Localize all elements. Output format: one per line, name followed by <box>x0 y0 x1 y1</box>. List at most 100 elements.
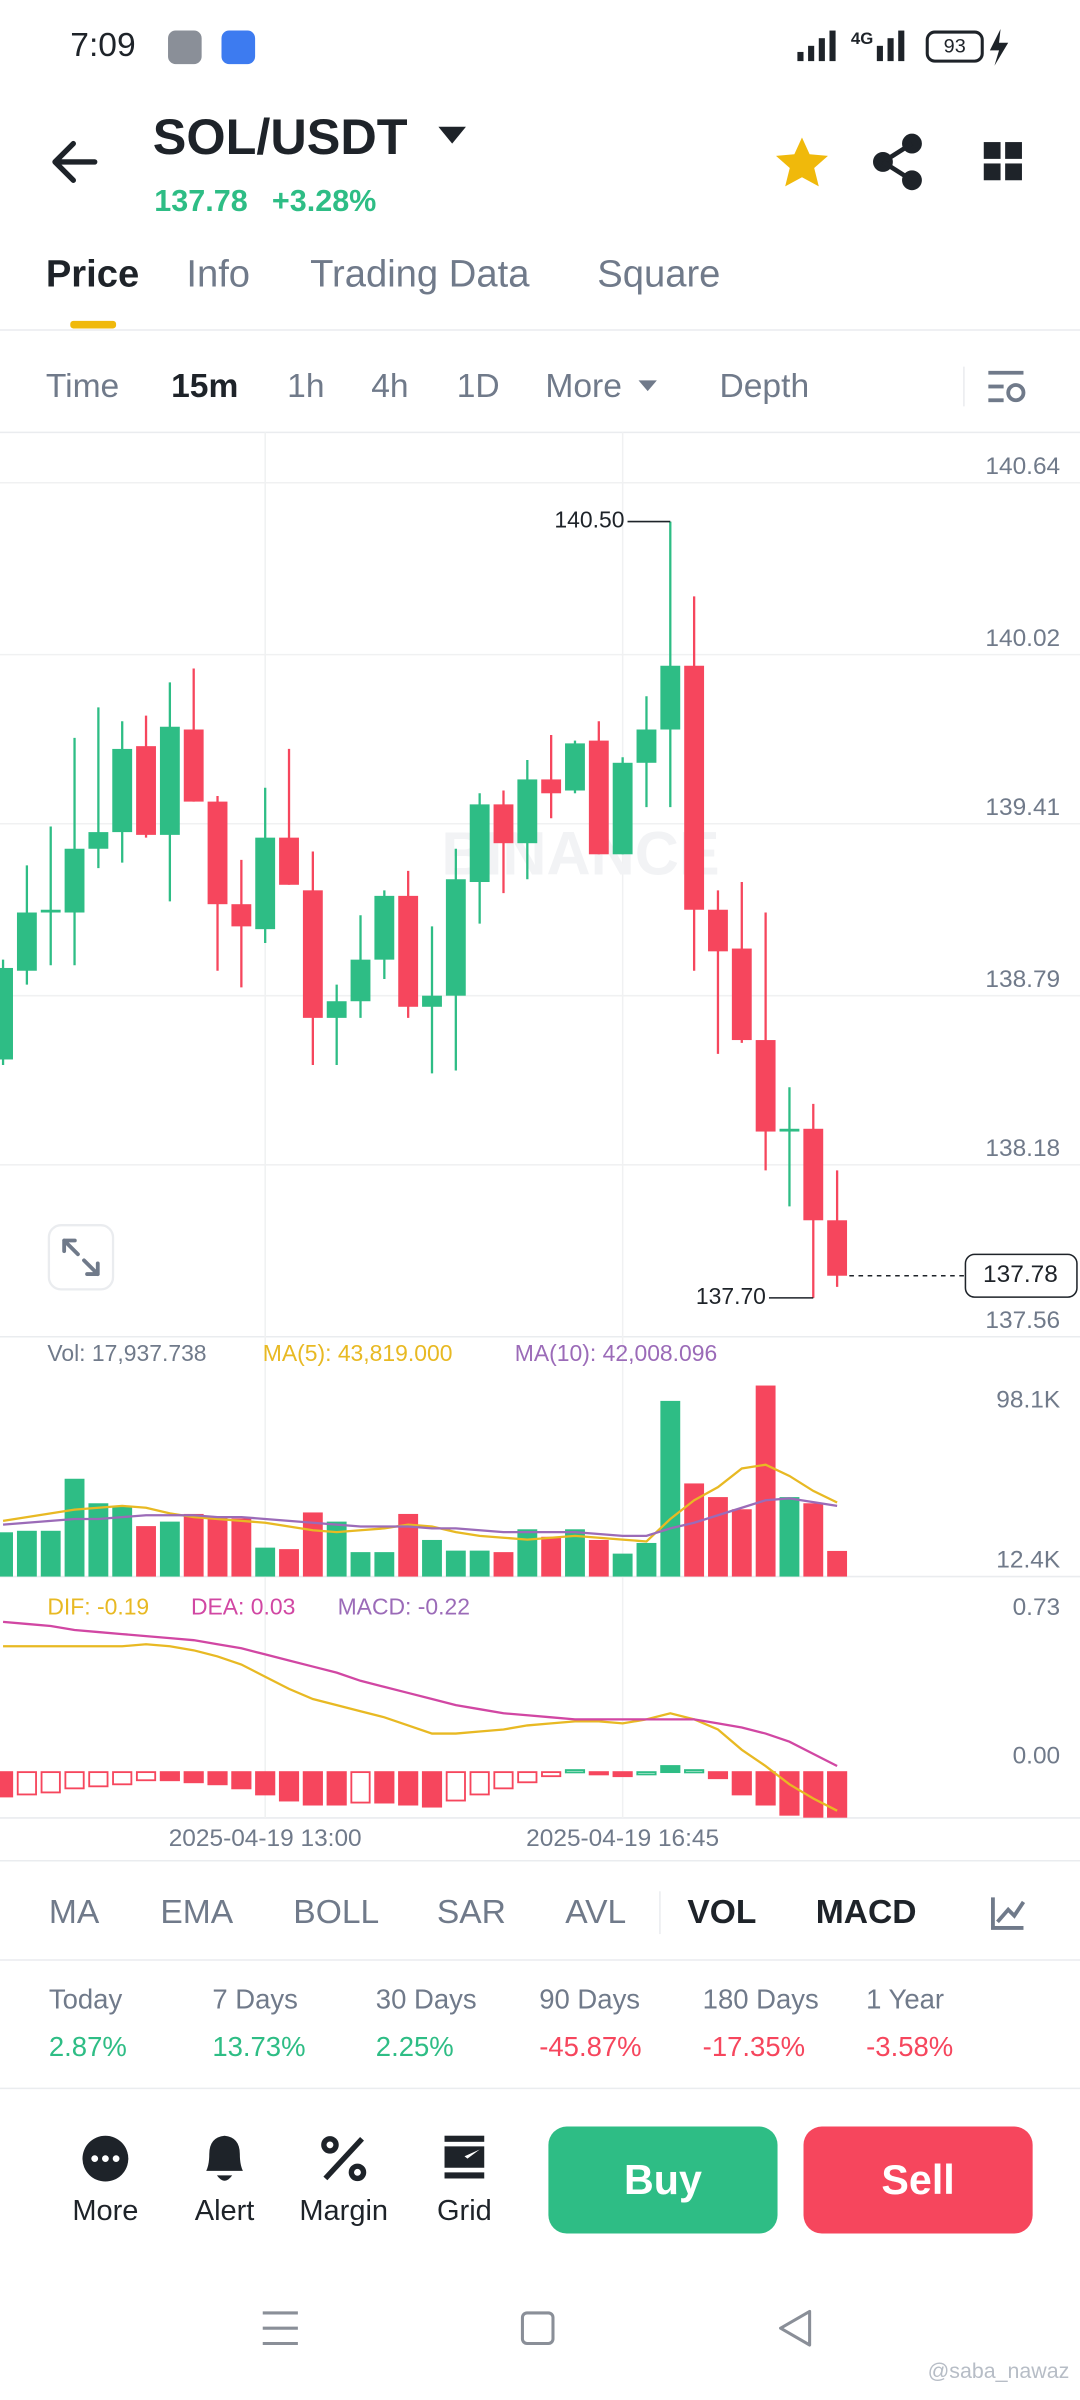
expand-button[interactable] <box>47 1224 115 1291</box>
candle-body <box>0 967 13 1060</box>
macd-bar <box>660 1765 681 1774</box>
volume-bar <box>708 1497 728 1577</box>
candle-body <box>588 740 609 855</box>
buy-button[interactable] <box>548 2126 778 2234</box>
tab[interactable]: Info <box>186 253 250 296</box>
candle-body <box>469 804 490 883</box>
y-tick-label: 98.1K <box>996 1386 1061 1413</box>
back-button[interactable] <box>52 140 98 183</box>
performance-change: -45.87% <box>539 2031 641 2062</box>
indicator-tab[interactable]: MACD <box>816 1894 917 1931</box>
candle-body <box>422 995 442 1007</box>
chart-settings-button[interactable] <box>988 370 1026 403</box>
share-button[interactable] <box>873 133 922 191</box>
more-icon[interactable] <box>82 2135 129 2182</box>
volume-bar <box>231 1518 252 1577</box>
interval[interactable]: 15m <box>171 368 238 405</box>
interval[interactable]: 4h <box>371 368 408 405</box>
macd-bar <box>398 1771 419 1806</box>
indicator-tab[interactable]: VOL <box>687 1894 756 1931</box>
candle-body <box>612 762 633 855</box>
macd-bar <box>779 1771 800 1816</box>
candle-body <box>207 801 228 905</box>
interval[interactable]: 1D <box>457 368 500 405</box>
candle-body <box>517 779 538 844</box>
status-icon <box>221 30 256 65</box>
indicator-settings-button[interactable] <box>991 1897 1026 1930</box>
margin-icon[interactable] <box>321 2136 367 2182</box>
favorite-button[interactable] <box>776 137 828 187</box>
performance-period: 7 Days <box>212 1984 298 2015</box>
candle-body <box>779 1128 800 1132</box>
y-tick-label: 0.00 <box>1013 1742 1061 1769</box>
macd-bar <box>755 1771 776 1806</box>
volume-bar <box>374 1552 395 1577</box>
tab[interactable]: Price <box>46 253 139 296</box>
pair-name[interactable]: SOL/USDT <box>153 108 408 165</box>
volume-bar <box>112 1506 133 1577</box>
sell-label[interactable]: Sell <box>881 2157 954 2203</box>
y-tick-label: 140.02 <box>985 625 1060 652</box>
candle-body <box>636 729 657 763</box>
interval-dropdown <box>638 380 657 392</box>
y-tick-label: 138.79 <box>985 966 1060 993</box>
sell-button[interactable] <box>803 2126 1033 2234</box>
system-menu[interactable] <box>262 2311 298 2346</box>
volume-bar <box>88 1503 109 1577</box>
grid-icon[interactable] <box>444 2135 485 2179</box>
nav-label[interactable]: Alert <box>195 2195 255 2227</box>
nav-label[interactable]: Grid <box>437 2195 492 2227</box>
y-tick-label: 0.73 <box>1013 1594 1061 1621</box>
interval[interactable]: Depth <box>719 368 809 405</box>
alert-icon[interactable] <box>206 2135 243 2181</box>
candle-body <box>684 665 705 910</box>
tab[interactable]: Square <box>597 253 720 296</box>
system-back[interactable] <box>779 2309 812 2347</box>
volume-bar <box>16 1530 37 1577</box>
nav-label[interactable]: Margin <box>299 2195 388 2227</box>
tab[interactable]: Trading Data <box>310 253 530 296</box>
candle-body <box>708 909 728 952</box>
macd-bar <box>40 1771 61 1794</box>
candle-body <box>374 895 395 960</box>
indicator-tab[interactable]: EMA <box>160 1894 233 1931</box>
indicator-tab[interactable]: SAR <box>437 1894 506 1931</box>
volume-bar <box>445 1550 466 1577</box>
candle-body <box>326 1001 347 1018</box>
indicator-tab[interactable]: AVL <box>565 1894 626 1931</box>
volume-bar <box>350 1552 371 1577</box>
macd-bar <box>159 1771 180 1782</box>
pair-dropdown[interactable] <box>438 126 466 144</box>
volume-bar <box>64 1478 85 1577</box>
buy-label[interactable]: Buy <box>624 2157 702 2203</box>
ma-line <box>2 1497 838 1537</box>
volume-bar <box>326 1521 347 1577</box>
last-price-label: 137.78 <box>983 1261 1058 1288</box>
indicator-tab[interactable]: BOLL <box>293 1894 379 1931</box>
macd-bar <box>612 1771 633 1778</box>
macd-bar <box>302 1771 323 1806</box>
performance-period: 90 Days <box>539 1984 640 2015</box>
candle-body <box>827 1220 848 1276</box>
candle-body <box>755 1040 776 1132</box>
y-tick-label: 139.41 <box>985 794 1060 821</box>
candle-body <box>112 748 133 833</box>
interval[interactable]: More <box>545 368 622 405</box>
macd-line <box>2 1620 838 1768</box>
interval[interactable]: 1h <box>287 368 324 405</box>
performance-period: 1 Year <box>866 1984 944 2015</box>
interval[interactable]: Time <box>46 368 119 405</box>
y-tick-label: 138.18 <box>985 1135 1060 1162</box>
layout-button[interactable] <box>983 142 1022 181</box>
macd-bar <box>827 1771 848 1818</box>
indicator-tab[interactable]: MA <box>49 1894 100 1931</box>
volume-bar <box>684 1483 705 1577</box>
status-time: 7:09 <box>70 27 135 64</box>
y-tick-label: 137.56 <box>985 1307 1060 1334</box>
performance-period: 30 Days <box>376 1984 477 2015</box>
system-home[interactable] <box>520 2311 555 2346</box>
performance-change: 13.73% <box>212 2031 305 2062</box>
nav-label[interactable]: More <box>72 2195 138 2227</box>
